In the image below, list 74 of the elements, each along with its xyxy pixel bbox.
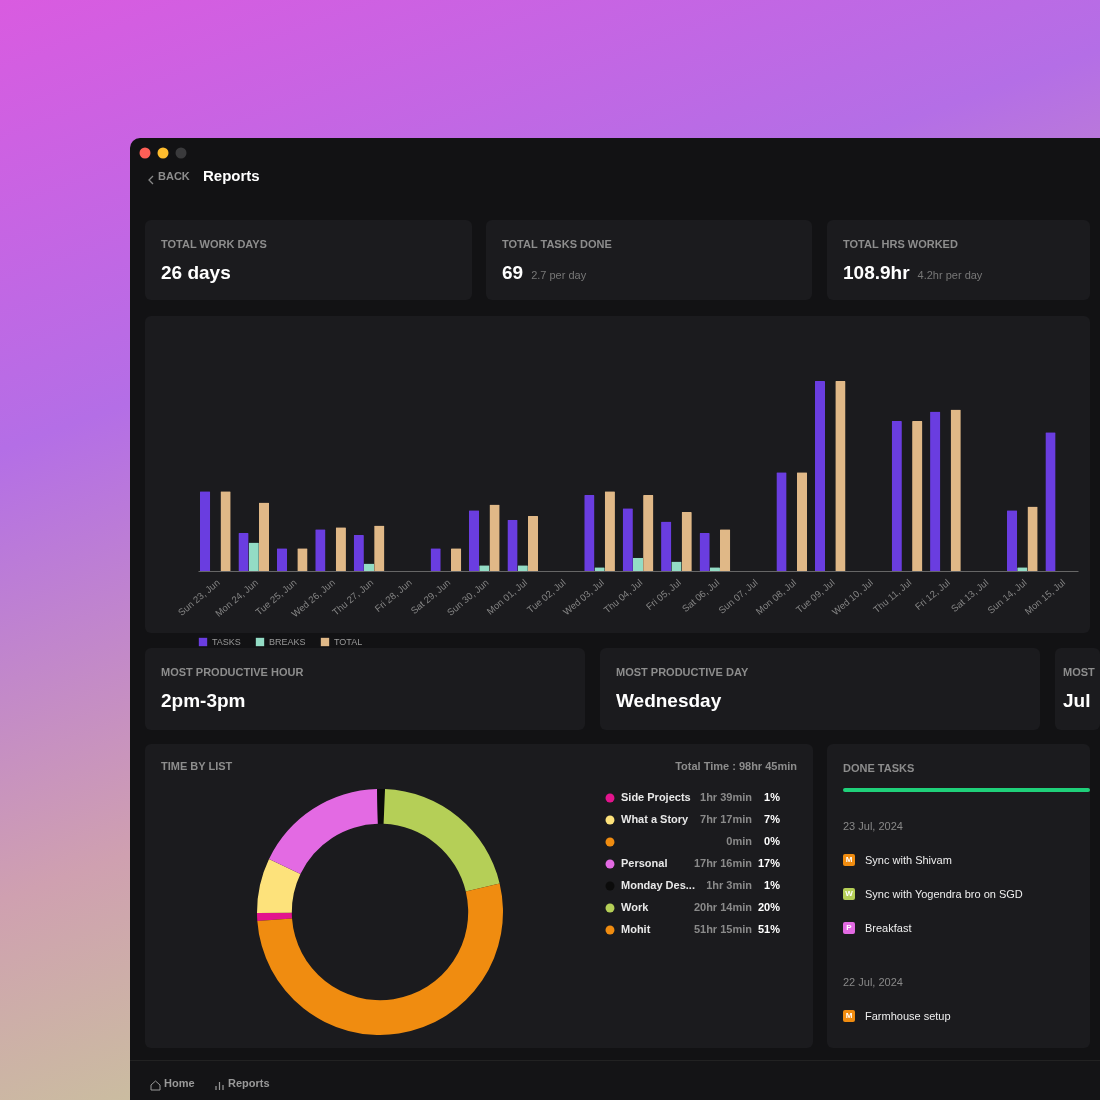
text: 0min (726, 835, 753, 847)
bar (199, 491, 211, 571)
text: 26 days (161, 262, 231, 284)
text: TOTAL HRS WORKED (843, 238, 958, 250)
legend-label: Personal (621, 857, 668, 869)
legend-label: What a Story (621, 813, 690, 825)
donut-slice (383, 789, 500, 892)
text: 2pm-3pm (161, 690, 246, 712)
bar (632, 557, 644, 571)
bar (258, 502, 270, 571)
legend-label: TOTAL (334, 637, 363, 647)
bar (450, 548, 462, 571)
legend-label: Work (621, 901, 650, 913)
text: MOST PRODUCTIVE HOUR (161, 666, 304, 678)
letter-badge-icon: M (843, 1010, 855, 1022)
text: 51hr 15min (693, 923, 753, 935)
data-label: 1% (764, 879, 781, 891)
text: MOST PRODUCTIVE DAY (616, 666, 749, 678)
text: BACK (158, 170, 190, 182)
letter-badge-icon: M (843, 854, 855, 866)
text: TOTAL TASKS DONE (502, 238, 612, 250)
bar (527, 515, 539, 571)
text: 7hr 17min (700, 813, 753, 825)
x-tick-label: Fri 05, Jul (643, 576, 683, 612)
text: Breakfast (865, 922, 912, 934)
bar (1006, 510, 1018, 571)
text: Farmhouse setup (865, 1010, 951, 1022)
text: MOST (1063, 666, 1095, 678)
data-label: 51% (757, 923, 781, 935)
text: Sync with Yogendra bro on SGD (865, 888, 1023, 900)
text: 108.9hr (843, 262, 910, 283)
data-label: 1% (764, 791, 781, 803)
text: 69 (502, 262, 524, 283)
text: 0% (764, 835, 780, 847)
text: 4.2hr per day (917, 269, 983, 281)
bar (468, 510, 480, 571)
bar (719, 529, 731, 571)
data-label: 20% (757, 901, 781, 913)
donut-slice (257, 883, 503, 1035)
data-label: 7% (764, 813, 781, 825)
text: 1hr 3min (706, 879, 753, 891)
text: DONE TASKS (843, 762, 915, 774)
text: Reports (203, 167, 260, 184)
legend-label: Mohit (621, 923, 651, 935)
text: Wednesday (616, 690, 722, 712)
text: 20hr 14min (693, 901, 753, 913)
text: Total Time : 98hr 45min (675, 760, 797, 772)
chart-title: TIME BY LIST (161, 760, 233, 772)
legend-label: Monday Des... (621, 879, 695, 891)
donut-slice (377, 789, 386, 824)
letter-badge-icon: W (843, 888, 855, 900)
legend-label: Side Projects (621, 791, 691, 803)
letter-badge-icon: P (843, 922, 855, 934)
donut-slice (257, 858, 301, 913)
text: 2.7 per day (531, 269, 587, 281)
text: 17hr 16min (693, 857, 753, 869)
legend-label: BREAKS (269, 637, 306, 647)
text: Home (164, 1077, 195, 1089)
data-label: 17% (757, 857, 781, 869)
bar (276, 548, 288, 571)
text: Reports (228, 1077, 270, 1089)
bar (814, 381, 826, 571)
donut-slice (257, 912, 293, 921)
x-tick-label: Fri 12, Jul (912, 576, 952, 612)
text: 22 Jul, 2024 (843, 976, 903, 988)
text: TOTAL WORK DAYS (161, 238, 267, 250)
donut-slice (269, 789, 378, 874)
bar (363, 563, 375, 571)
text: 1hr 39min (700, 791, 753, 803)
text: 23 Jul, 2024 (843, 820, 903, 832)
legend-label: TASKS (212, 637, 241, 647)
bar (796, 472, 808, 571)
text: Sync with Shivam (865, 854, 952, 866)
text: Jul (1063, 690, 1091, 712)
